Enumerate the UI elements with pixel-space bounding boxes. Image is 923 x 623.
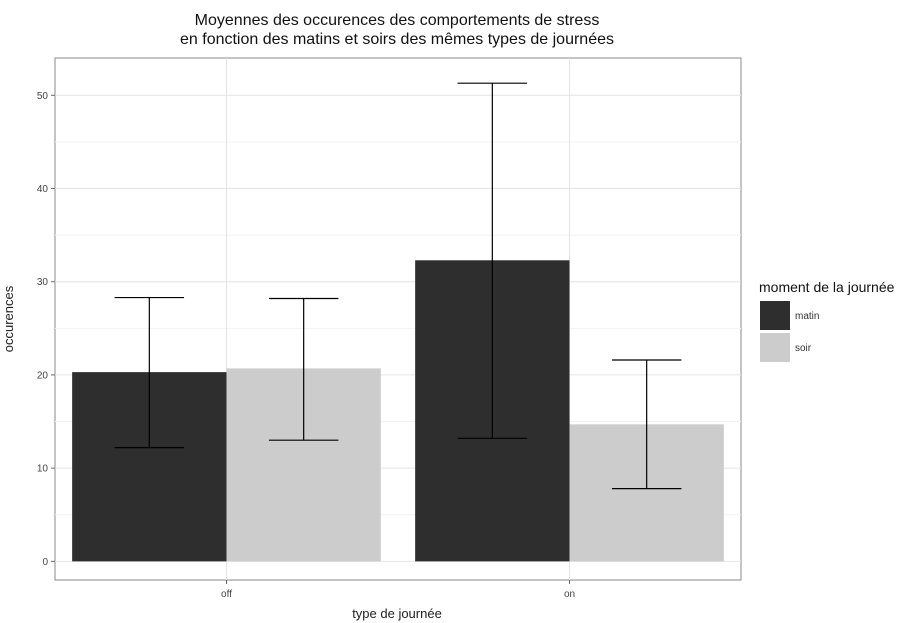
y-tick-label: 50 bbox=[37, 91, 49, 102]
y-axis-ticks: 0 10 20 30 40 50 bbox=[37, 91, 55, 568]
legend-label-matin: matin bbox=[795, 311, 819, 322]
y-tick-label: 10 bbox=[37, 464, 49, 475]
chart-title-line-2: en fonction des matins et soirs des même… bbox=[180, 31, 614, 48]
legend: moment de la journée matin soir bbox=[759, 279, 895, 362]
y-tick-label: 30 bbox=[37, 277, 49, 288]
x-axis-ticks: off on bbox=[221, 580, 575, 600]
legend-title: moment de la journée bbox=[759, 279, 895, 295]
x-axis-title: type de journée bbox=[352, 606, 442, 621]
y-tick-label: 40 bbox=[37, 184, 49, 195]
legend-key-soir bbox=[760, 333, 790, 362]
x-tick-label: off bbox=[221, 589, 232, 600]
x-tick-label: on bbox=[564, 589, 575, 600]
y-axis-title: occurences bbox=[1, 285, 16, 352]
error-bar-layer bbox=[114, 82, 682, 490]
y-tick-label: 0 bbox=[42, 557, 48, 568]
y-tick-label: 20 bbox=[37, 370, 49, 381]
legend-items: matin soir bbox=[760, 301, 819, 362]
legend-label-soir: soir bbox=[795, 343, 812, 354]
legend-key-matin bbox=[760, 301, 790, 330]
chart-title-line-1: Moyennes des occurences des comportement… bbox=[195, 12, 600, 29]
